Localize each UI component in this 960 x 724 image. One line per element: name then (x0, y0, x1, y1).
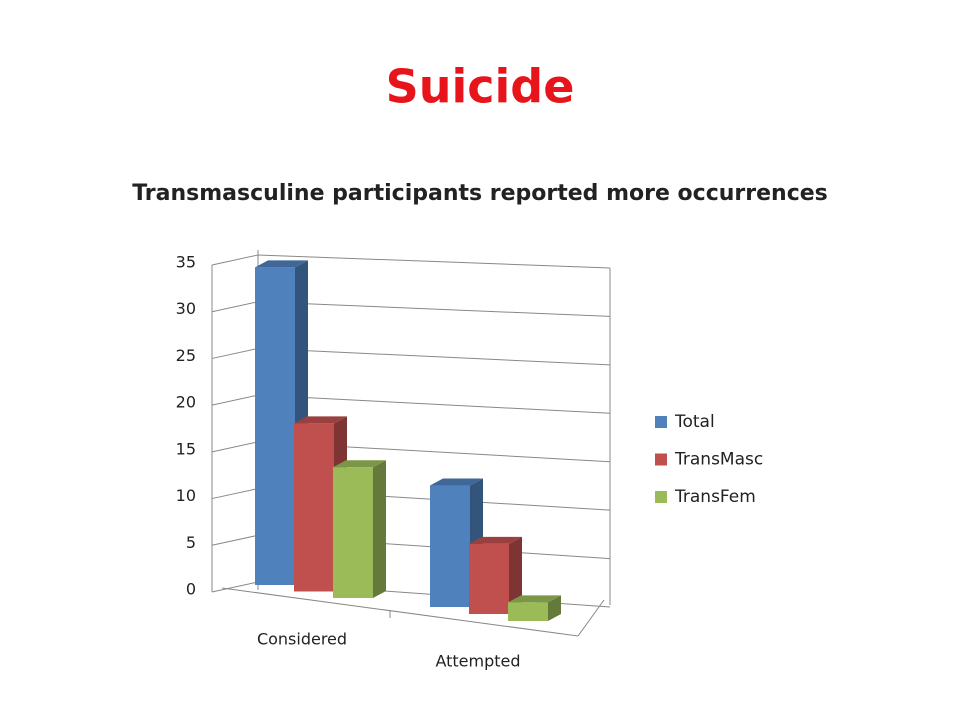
legend-label: TransMasc (674, 450, 763, 470)
bar (294, 423, 334, 592)
grid-line (257, 347, 611, 366)
floor-edge (221, 587, 579, 637)
bar-side (373, 460, 386, 598)
x-tick-label: Attempted (435, 652, 520, 671)
legend-swatch (655, 416, 667, 428)
chart-subtitle: Transmasculine participants reported mor… (132, 181, 828, 206)
y-tick-label: 0 (186, 580, 196, 599)
x-tick-label: Considered (257, 630, 347, 649)
grid-line (211, 488, 259, 500)
bar-top (508, 595, 561, 603)
y-tick-label: 10 (176, 486, 196, 505)
grid-line (211, 534, 259, 546)
legend-label: Total (674, 412, 715, 432)
y-tick-label: 25 (176, 346, 196, 365)
bar-side (509, 536, 522, 614)
y-tick-label: 20 (176, 393, 196, 412)
grid-line (257, 394, 611, 414)
legend-swatch (655, 453, 667, 466)
grid-line (211, 581, 259, 593)
y-tick-label: 5 (186, 533, 196, 552)
bar (255, 267, 295, 585)
bar (333, 467, 373, 598)
bar (430, 485, 470, 607)
grid-line (211, 347, 259, 359)
bar-side (548, 595, 561, 621)
bar-top (430, 478, 483, 486)
bar (508, 602, 548, 621)
grid-line (211, 254, 259, 266)
bar-top (469, 536, 522, 544)
bar-top (294, 416, 347, 424)
y-tick-label: 35 (176, 253, 196, 272)
bar-top (333, 460, 386, 468)
bar (469, 543, 509, 614)
grid-line (257, 301, 611, 317)
grid-line (211, 394, 259, 406)
slide-title: Suicide (386, 60, 575, 114)
bar-top (255, 260, 308, 268)
legend-label: TransFem (674, 487, 756, 507)
y-tick-label: 15 (176, 439, 196, 458)
grid-line (257, 254, 611, 269)
grid-line (211, 301, 259, 313)
grid-line (211, 441, 259, 453)
y-tick-label: 30 (176, 299, 196, 318)
legend-swatch (655, 491, 667, 503)
